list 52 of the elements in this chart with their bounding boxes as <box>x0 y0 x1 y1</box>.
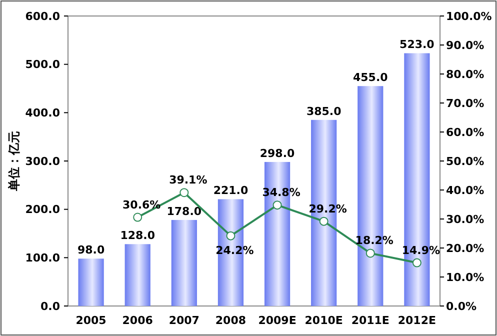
data-label: 24.2% <box>216 244 254 257</box>
data-label: 128.0 <box>120 229 156 242</box>
point <box>366 248 375 258</box>
y2-tick-label: 80.0% <box>446 68 484 81</box>
y-tick-label: 200.0 <box>25 203 60 216</box>
y2-tick-label: 20.0% <box>446 242 484 255</box>
data-label: 385.0 <box>306 104 342 118</box>
data-label: 29.2% <box>308 202 347 216</box>
data-label: 298.0 <box>260 146 296 160</box>
y-tick-label: 600.0 <box>25 10 60 23</box>
bar <box>171 220 197 306</box>
data-label: 18.2% <box>355 234 394 248</box>
y2-tick-label: 50.0% <box>446 154 484 168</box>
point <box>319 216 328 226</box>
data-label: 178.0 <box>166 204 202 218</box>
y2-tick-label: 100.0% <box>446 10 492 23</box>
point <box>412 258 422 268</box>
y-tick-label: 500.0 <box>25 58 60 72</box>
data-label: 30.6% <box>122 198 161 212</box>
y2-tick-label: 60.0% <box>446 126 484 139</box>
y-tick-label: 300.0 <box>25 154 60 168</box>
bar <box>124 244 150 306</box>
x-tick-label: 2009E <box>258 314 296 327</box>
x-tick-label: 2007 <box>168 314 200 327</box>
y-tick-label: 400.0 <box>25 106 60 120</box>
data-label: 523.0 <box>400 38 435 52</box>
point <box>226 231 236 240</box>
x-tick-label: 2006 <box>122 314 154 327</box>
x-tick-label: 2008 <box>215 314 246 327</box>
y2-tick-label: 10.0% <box>446 270 484 284</box>
y2-tick-label: 30.0% <box>446 212 484 226</box>
point <box>272 200 282 210</box>
data-label: 455.0 <box>352 71 388 84</box>
data-label: 98.0 <box>77 244 105 257</box>
point <box>180 188 189 198</box>
x-tick-label: 2005 <box>76 314 106 327</box>
x-tick-label: 2010E <box>304 314 343 327</box>
y2-tick-label: 40.0% <box>446 184 484 197</box>
y2-tick-label: 0.0% <box>446 300 477 313</box>
data-label: 34.8% <box>262 186 300 200</box>
y-tick-label: 100.0 <box>25 252 60 265</box>
x-tick-label: 2012E <box>398 314 436 327</box>
data-label: 39.1% <box>169 174 208 187</box>
bar <box>78 258 104 306</box>
data-label: 221.0 <box>213 184 248 198</box>
data-label: 14.9% <box>402 244 440 257</box>
point <box>133 212 142 222</box>
y2-tick-label: 70.0% <box>446 96 484 110</box>
y-axis-title: 单位：亿元 <box>7 131 22 192</box>
y2-tick-label: 90.0% <box>446 38 484 52</box>
x-tick-label: 2011E <box>351 314 390 327</box>
y-tick-label: 0.0 <box>40 300 60 313</box>
